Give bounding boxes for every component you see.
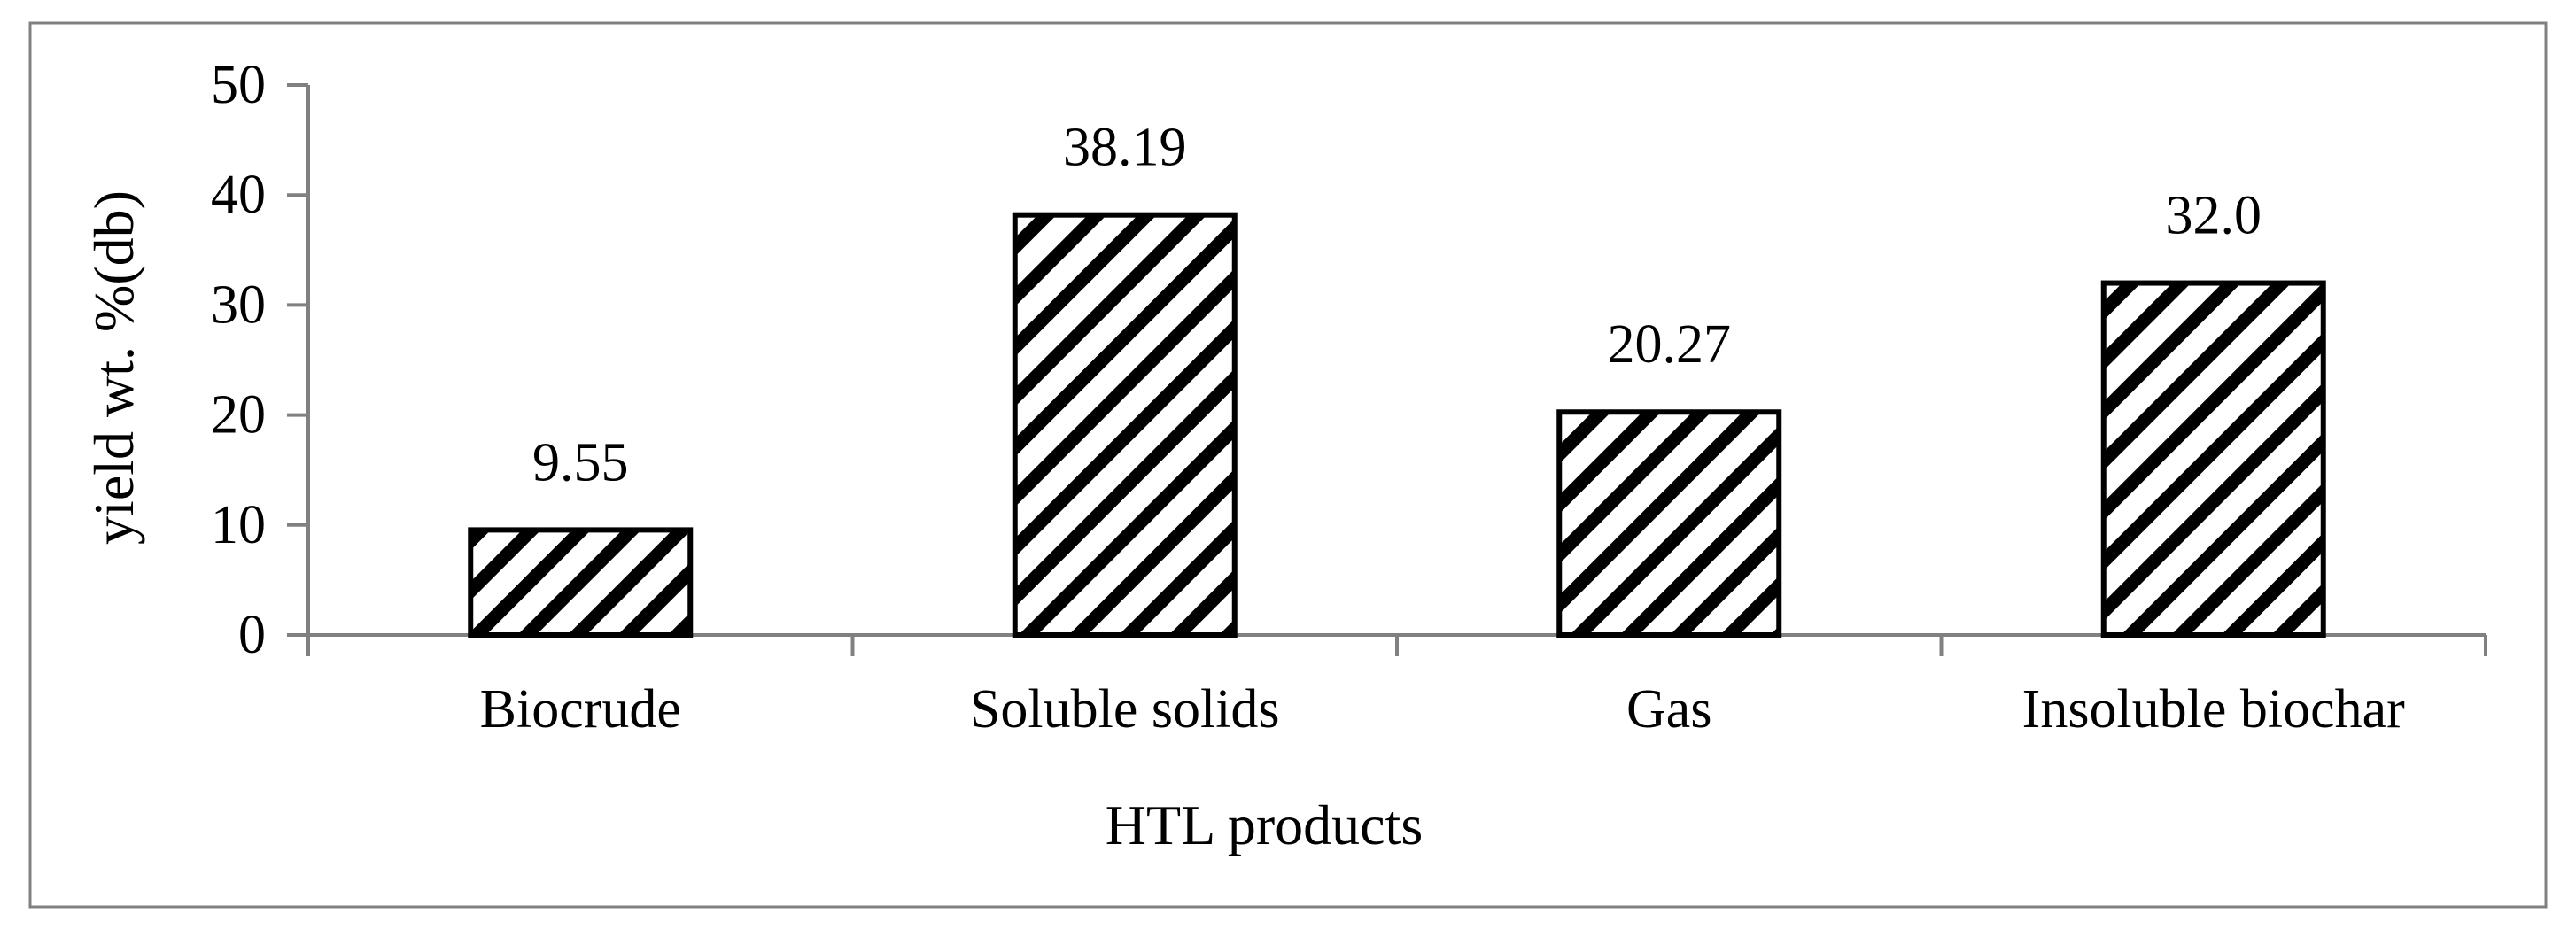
y-tick-label: 10: [211, 495, 266, 555]
bar: [1556, 409, 1782, 639]
y-tick-label: 50: [211, 55, 266, 115]
y-tick-label: 20: [211, 385, 266, 445]
y-tick-label: 40: [211, 165, 266, 225]
data-label: 32.0: [2166, 186, 2262, 246]
data-label: 38.19: [1063, 118, 1187, 178]
y-axis-title: yield wt. %(db): [82, 190, 145, 545]
y-tick-label: 30: [211, 275, 266, 335]
bar: [2100, 280, 2326, 638]
bar: [468, 527, 694, 638]
x-axis-title: HTL products: [1106, 794, 1423, 856]
data-label: 20.27: [1608, 314, 1732, 375]
bar: [1012, 212, 1238, 638]
plot-area: 0 10 20 30 40 50 9.55 Biocrude 38.19 Soluble soli…: [211, 55, 2487, 740]
x-tick-label: Insoluble biochar: [2022, 679, 2406, 740]
x-tick-label: Gas: [1626, 679, 1711, 740]
x-tick-label: Biocrude: [480, 679, 681, 740]
x-tick-label: Soluble solids: [970, 679, 1280, 740]
data-label: 9.55: [532, 432, 629, 492]
y-tick-label: 0: [238, 605, 266, 665]
